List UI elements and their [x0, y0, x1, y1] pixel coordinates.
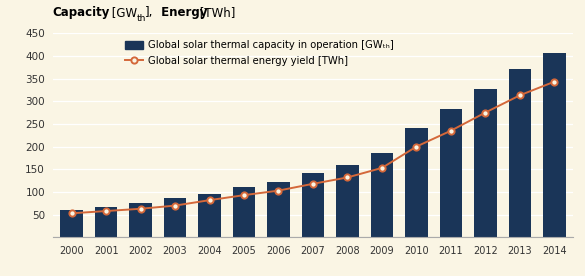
Text: [GW: [GW [108, 6, 137, 19]
Bar [95, 207, 118, 237]
Text: th: th [136, 14, 146, 23]
Bar [336, 165, 359, 237]
Legend: Global solar thermal capacity in operation [GWₜₕ], Global solar thermal energy y: Global solar thermal capacity in operati… [125, 40, 394, 66]
Bar [371, 153, 393, 237]
Bar [198, 194, 221, 237]
Bar [233, 187, 255, 237]
Bar [474, 89, 497, 237]
Bar [440, 109, 462, 237]
Bar [508, 70, 531, 237]
Text: Capacity: Capacity [53, 6, 110, 19]
Bar [267, 182, 290, 237]
Bar [129, 203, 152, 237]
Bar [164, 198, 186, 237]
Bar [405, 128, 428, 237]
Text: ],: ], [145, 6, 153, 19]
Text: Energy: Energy [157, 6, 207, 19]
Bar [543, 53, 566, 237]
Bar [60, 210, 83, 237]
Text: [TWh]: [TWh] [196, 6, 235, 19]
Bar [302, 173, 324, 237]
